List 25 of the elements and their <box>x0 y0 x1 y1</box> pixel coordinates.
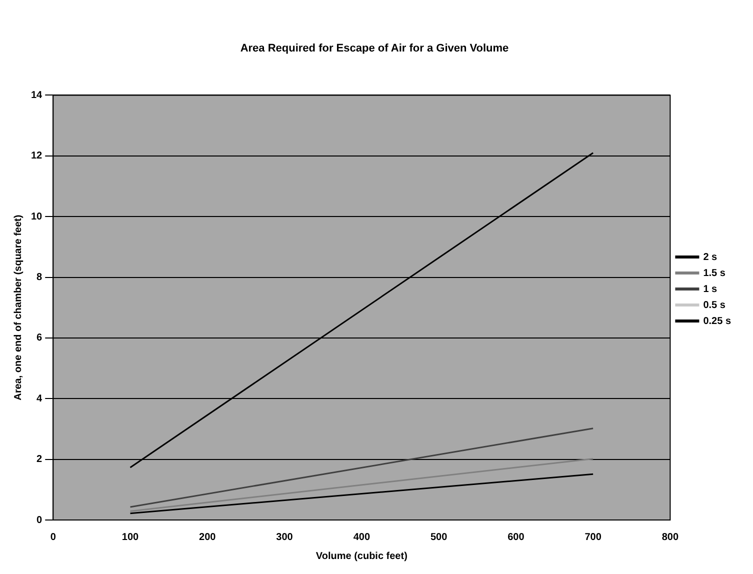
y-tick-label: 8 <box>36 272 43 284</box>
y-tick-label: 14 <box>31 90 43 101</box>
x-tick-label: 200 <box>199 532 216 543</box>
legend-label: 0.25 s <box>703 316 732 327</box>
y-tick-label: 4 <box>36 393 43 404</box>
legend-label: 0.5 s <box>703 300 726 311</box>
x-tick-label: 600 <box>508 532 525 543</box>
y-tick-label: 12 <box>31 150 43 162</box>
y-tick-label: 2 <box>36 454 43 466</box>
x-tick-label: 800 <box>662 532 679 543</box>
x-tick-label: 400 <box>353 532 370 543</box>
y-tick-label: 0 <box>36 514 43 526</box>
x-tick-label: 700 <box>584 532 602 543</box>
y-tick-label: 6 <box>36 332 43 344</box>
x-tick-label: 0 <box>50 532 56 543</box>
legend-label: 1.5 s <box>703 268 726 279</box>
y-tick-label: 10 <box>31 211 43 222</box>
y-axis-title: Area, one end of chamber (square feet) <box>12 214 24 400</box>
legend-label: 2 s <box>703 252 718 263</box>
x-tick-label: 500 <box>430 532 448 543</box>
x-tick-label: 100 <box>122 532 140 543</box>
chart-title: Area Required for Escape of Air for a Given Volume <box>240 42 509 55</box>
legend-label: 1 s <box>703 284 718 295</box>
x-axis-title: Volume (cubic feet) <box>316 550 408 562</box>
x-tick-label: 300 <box>276 532 294 543</box>
